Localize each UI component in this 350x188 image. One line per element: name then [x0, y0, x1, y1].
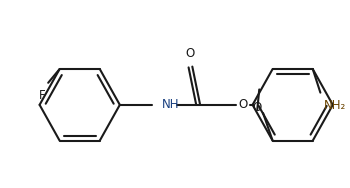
Text: O: O: [253, 101, 262, 114]
Text: O: O: [186, 46, 195, 60]
Text: NH: NH: [162, 98, 179, 111]
Text: NH₂: NH₂: [324, 99, 346, 111]
Text: O: O: [238, 98, 248, 111]
Text: F: F: [39, 89, 46, 102]
Text: methoxy: methoxy: [234, 82, 286, 95]
